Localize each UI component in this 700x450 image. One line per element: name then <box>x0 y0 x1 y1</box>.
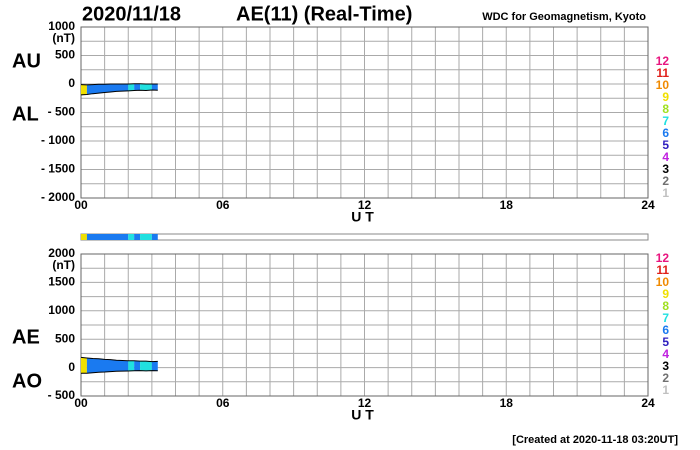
strip-frame <box>80 233 649 241</box>
station-fill <box>81 84 87 95</box>
y-tick-label: - 1000 <box>41 133 75 147</box>
legend-level: 5 <box>662 138 669 152</box>
y-tick-label: 1500 <box>48 275 75 289</box>
y-tick-label: - 500 <box>48 388 76 402</box>
x-tick-label: 00 <box>74 198 88 212</box>
y-tick-label: 0 <box>68 360 75 374</box>
legend-level: 1 <box>662 383 669 397</box>
plot-frame <box>80 253 649 397</box>
station-fill <box>86 84 129 95</box>
legend-level: 1 <box>662 186 669 200</box>
legend-level: 8 <box>662 102 669 116</box>
station-fill <box>81 357 87 374</box>
strip-segment <box>140 234 152 240</box>
legend-level: 7 <box>662 114 669 128</box>
x-tick-label: 06 <box>216 396 230 410</box>
legend-level: 6 <box>662 126 669 140</box>
plot-frame <box>80 26 649 199</box>
legend-level: 8 <box>662 299 669 313</box>
created: [Created at 2020-11-18 03:20UT] <box>512 434 678 446</box>
legend-level: 12 <box>656 251 670 265</box>
series-line <box>80 356 158 363</box>
x-tick-label: 00 <box>74 396 88 410</box>
legend-level: 3 <box>662 359 669 373</box>
x-tick-label: 24 <box>641 396 655 410</box>
strip-segment <box>134 234 141 240</box>
legend-level: 9 <box>662 90 669 104</box>
x-tick-label: 06 <box>216 198 230 212</box>
station-fill <box>140 361 152 371</box>
station-fill <box>151 361 158 371</box>
legend-level: 10 <box>656 275 670 289</box>
y-tick-label: 2000 <box>48 246 75 260</box>
station-fill <box>151 84 158 91</box>
legend-level: 11 <box>656 66 669 80</box>
date: 2020/11/18 <box>82 3 181 25</box>
station-fill <box>128 360 135 372</box>
legend-level: 2 <box>662 371 669 385</box>
legend-level: 4 <box>662 150 669 164</box>
y-tick-label: - 2000 <box>41 190 75 204</box>
y-tick-label: - 1500 <box>41 162 75 176</box>
series-label: AE <box>12 326 40 348</box>
legend-level: 7 <box>662 311 669 325</box>
legend-level: 6 <box>662 323 669 337</box>
x-tick-label: 24 <box>641 198 655 212</box>
series-label: AU <box>12 50 41 72</box>
source: WDC for Geomagnetism, Kyoto <box>482 11 646 23</box>
station-fill <box>86 357 129 374</box>
series-line <box>80 83 158 86</box>
x-axis-label: U T <box>351 209 374 225</box>
unit-label: (nT) <box>52 258 75 272</box>
x-tick-label: 12 <box>358 396 372 410</box>
x-tick-label: 12 <box>358 198 372 212</box>
y-tick-label: 500 <box>55 331 75 345</box>
legend-level: 3 <box>662 162 669 176</box>
unit-label: (nT) <box>52 31 75 45</box>
y-tick-label: 1000 <box>48 303 75 317</box>
strip-segment <box>151 234 158 240</box>
title: AE(11) (Real-Time) <box>236 3 412 25</box>
strip-segment <box>128 234 135 240</box>
series-label: AL <box>12 103 39 125</box>
y-tick-label: 0 <box>68 76 75 90</box>
legend-level: 12 <box>656 54 670 68</box>
station-fill <box>140 83 152 91</box>
x-axis-label: U T <box>351 407 374 423</box>
station-fill <box>134 360 141 371</box>
legend-level: 5 <box>662 335 669 349</box>
x-tick-label: 18 <box>500 198 514 212</box>
station-fill <box>134 83 141 91</box>
y-tick-label: 1000 <box>48 19 75 33</box>
legend-level: 9 <box>662 287 669 301</box>
strip-segment <box>86 234 129 240</box>
legend-level: 11 <box>656 263 669 277</box>
station-fill <box>128 83 135 91</box>
series-line <box>80 89 158 96</box>
series-label: AO <box>12 370 42 392</box>
legend-level: 2 <box>662 174 669 188</box>
x-tick-label: 18 <box>500 396 514 410</box>
series-line <box>81 370 158 374</box>
y-tick-label: 500 <box>55 48 75 62</box>
legend-level: 4 <box>662 347 669 361</box>
y-tick-label: - 500 <box>48 105 76 119</box>
strip-segment <box>81 234 87 240</box>
legend-level: 10 <box>656 78 670 92</box>
